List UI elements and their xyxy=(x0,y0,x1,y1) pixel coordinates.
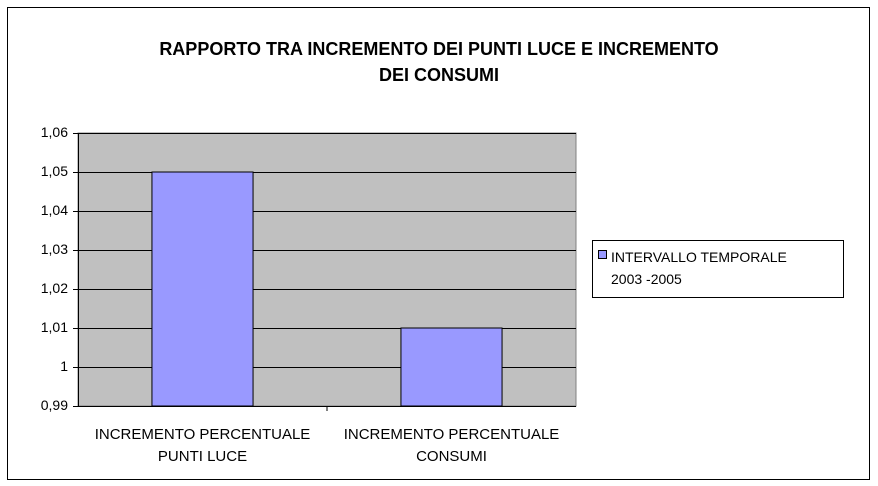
bar xyxy=(151,171,254,407)
y-tick-label: 1,03 xyxy=(41,241,68,257)
y-tick-label: 1,05 xyxy=(41,163,68,179)
y-tick-label: 1,06 xyxy=(41,124,68,140)
x-tick-label: INCREMENTO PERCENTUALE CONSUMI xyxy=(343,426,560,465)
y-tick-label: 1,04 xyxy=(41,202,68,218)
y-tick-label: 1 xyxy=(60,358,68,374)
bar xyxy=(400,327,503,407)
legend-swatch xyxy=(598,250,607,259)
chart-title: RAPPORTO TRA INCREMENTO DEI PUNTI LUCE E… xyxy=(159,39,719,85)
y-tick-label: 1,01 xyxy=(41,319,68,335)
x-tick-label: INCREMENTO PERCENTUALE PUNTI LUCE xyxy=(94,426,311,465)
y-tick-label: 0,99 xyxy=(41,397,68,413)
legend-label: INTERVALLO TEMPORALE 2003 -2005 xyxy=(611,249,787,287)
legend-box xyxy=(592,240,844,298)
y-tick-label: 1,02 xyxy=(41,280,68,296)
